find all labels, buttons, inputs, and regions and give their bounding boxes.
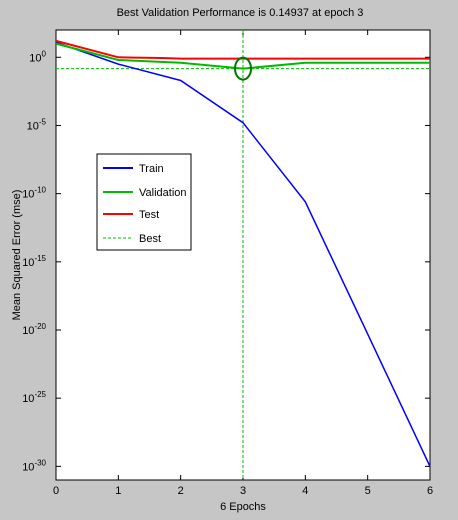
legend: Train Validation Test Best [96,153,192,251]
x-axis-label: 6 Epochs [220,501,266,513]
x-tick-label-2: 2 [178,485,184,497]
y-tick-label-2: 10-10 [22,186,46,201]
axis-ticks: 0 1 2 3 4 5 6 100 10-5 10-10 10-15 10-20 10-25 10-30 [22,30,433,497]
x-tick-label-3: 3 [240,485,246,497]
x-tick-label-6: 6 [427,485,433,497]
train-line [55,41,431,467]
x-tick-label-4: 4 [302,485,308,497]
best-epoch-marker [234,56,252,81]
test-line [55,39,430,60]
x-tick-label-5: 5 [365,485,371,497]
y-tick-label-0: 100 [29,49,46,64]
y-tick-label-5: 10-25 [22,390,46,405]
legend-box [96,153,192,251]
x-tick-label-1: 1 [115,485,121,497]
y-axis-label: Mean Squared Error (mse) [11,190,23,321]
y-tick-label-6: 10-30 [22,458,46,473]
legend-validation-label: Validation [139,187,187,199]
y-tick-label-1: 10-5 [27,117,47,132]
y-tick-label-4: 10-20 [22,322,46,337]
legend-train-label: Train [139,163,164,175]
plot-lines [55,30,431,480]
x-tick-label-0: 0 [53,485,59,497]
chart-title: Best Validation Performance is 0.14937 a… [117,7,364,19]
legend-best-label: Best [139,233,161,245]
legend-test-label: Test [139,209,159,221]
validation-line [55,42,430,70]
y-tick-label-3: 10-15 [22,254,46,269]
